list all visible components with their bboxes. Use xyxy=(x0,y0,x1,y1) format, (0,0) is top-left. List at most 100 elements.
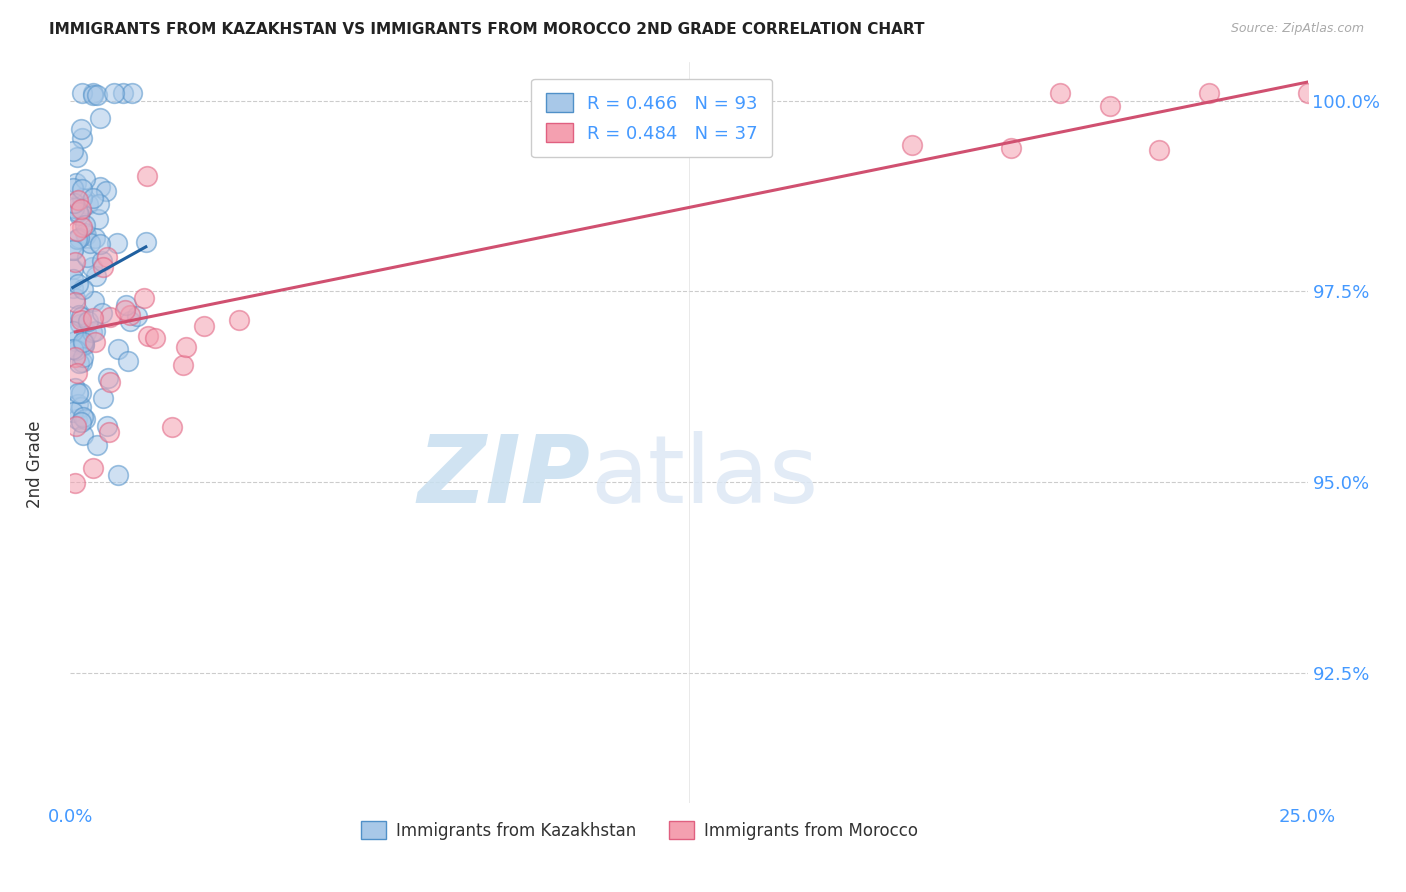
Text: 2nd Grade: 2nd Grade xyxy=(27,420,44,508)
Point xyxy=(98,425,121,440)
Point xyxy=(66,412,89,426)
Point xyxy=(84,334,107,349)
Legend: Immigrants from Kazakhstan, Immigrants from Morocco: Immigrants from Kazakhstan, Immigrants f… xyxy=(354,814,925,847)
Point xyxy=(87,211,110,226)
Point xyxy=(63,291,86,305)
Point xyxy=(70,122,93,136)
Point xyxy=(66,205,89,219)
Point xyxy=(160,420,183,434)
Point xyxy=(77,314,100,328)
Point xyxy=(65,294,87,309)
Point xyxy=(65,350,87,364)
Point xyxy=(66,193,89,207)
Point xyxy=(114,303,136,318)
Point xyxy=(72,337,94,351)
Text: atlas: atlas xyxy=(591,431,818,523)
Point xyxy=(66,386,89,401)
Point xyxy=(136,329,159,343)
Point xyxy=(72,282,94,296)
Point xyxy=(73,172,96,186)
Point xyxy=(72,335,94,350)
Point xyxy=(63,201,86,215)
Point xyxy=(117,353,139,368)
Point xyxy=(66,366,89,380)
Point xyxy=(62,243,84,257)
Point xyxy=(107,467,129,482)
Point xyxy=(62,272,84,286)
Point xyxy=(70,312,93,326)
Point xyxy=(112,86,135,100)
Point xyxy=(107,342,129,356)
Point xyxy=(73,334,96,348)
Point xyxy=(96,251,118,265)
Point xyxy=(1296,86,1319,100)
Point xyxy=(70,310,93,325)
Point xyxy=(65,343,87,358)
Point xyxy=(65,254,87,268)
Point xyxy=(82,87,104,102)
Point xyxy=(82,460,104,475)
Point xyxy=(66,397,89,411)
Point xyxy=(70,182,93,196)
Point xyxy=(62,261,84,276)
Point xyxy=(70,400,93,414)
Point xyxy=(114,298,136,312)
Point xyxy=(98,376,121,390)
Point xyxy=(65,476,87,491)
Point xyxy=(70,131,93,145)
Point xyxy=(1000,141,1022,155)
Point xyxy=(69,308,91,322)
Point xyxy=(135,235,157,249)
Point xyxy=(73,337,96,351)
Point xyxy=(228,313,250,327)
Point xyxy=(89,197,111,211)
Point xyxy=(82,310,104,325)
Point xyxy=(91,260,114,274)
Point xyxy=(121,86,143,100)
Point xyxy=(1147,144,1170,158)
Point xyxy=(86,438,108,452)
Point xyxy=(96,418,118,433)
Point xyxy=(70,355,93,369)
Point xyxy=(67,208,90,222)
Text: IMMIGRANTS FROM KAZAKHSTAN VS IMMIGRANTS FROM MOROCCO 2ND GRADE CORRELATION CHAR: IMMIGRANTS FROM KAZAKHSTAN VS IMMIGRANTS… xyxy=(49,22,925,37)
Point xyxy=(105,235,128,250)
Text: Source: ZipAtlas.com: Source: ZipAtlas.com xyxy=(1230,22,1364,36)
Point xyxy=(72,410,94,425)
Point xyxy=(73,411,96,425)
Point xyxy=(90,254,112,268)
Point xyxy=(91,391,114,405)
Point xyxy=(66,224,89,238)
Point xyxy=(79,235,101,250)
Point xyxy=(70,415,93,429)
Point xyxy=(82,191,104,205)
Point xyxy=(125,310,148,324)
Point xyxy=(72,427,94,442)
Point xyxy=(136,169,159,183)
Point xyxy=(82,260,104,274)
Point xyxy=(900,137,922,152)
Point xyxy=(118,314,141,328)
Point xyxy=(70,191,93,205)
Point xyxy=(77,196,100,211)
Point xyxy=(67,231,90,245)
Point xyxy=(83,324,105,338)
Point xyxy=(67,277,90,292)
Point xyxy=(134,291,156,305)
Point xyxy=(69,202,91,217)
Point xyxy=(96,184,118,198)
Point xyxy=(89,180,111,194)
Point xyxy=(98,310,121,324)
Point xyxy=(62,242,84,256)
Point xyxy=(73,219,96,233)
Point xyxy=(84,268,107,283)
Point xyxy=(1198,86,1220,100)
Point xyxy=(91,306,114,320)
Point xyxy=(62,343,84,357)
Point xyxy=(70,386,93,401)
Point xyxy=(118,308,141,322)
Point xyxy=(75,326,97,340)
Point xyxy=(62,405,84,419)
Point xyxy=(62,145,84,159)
Point xyxy=(65,419,87,434)
